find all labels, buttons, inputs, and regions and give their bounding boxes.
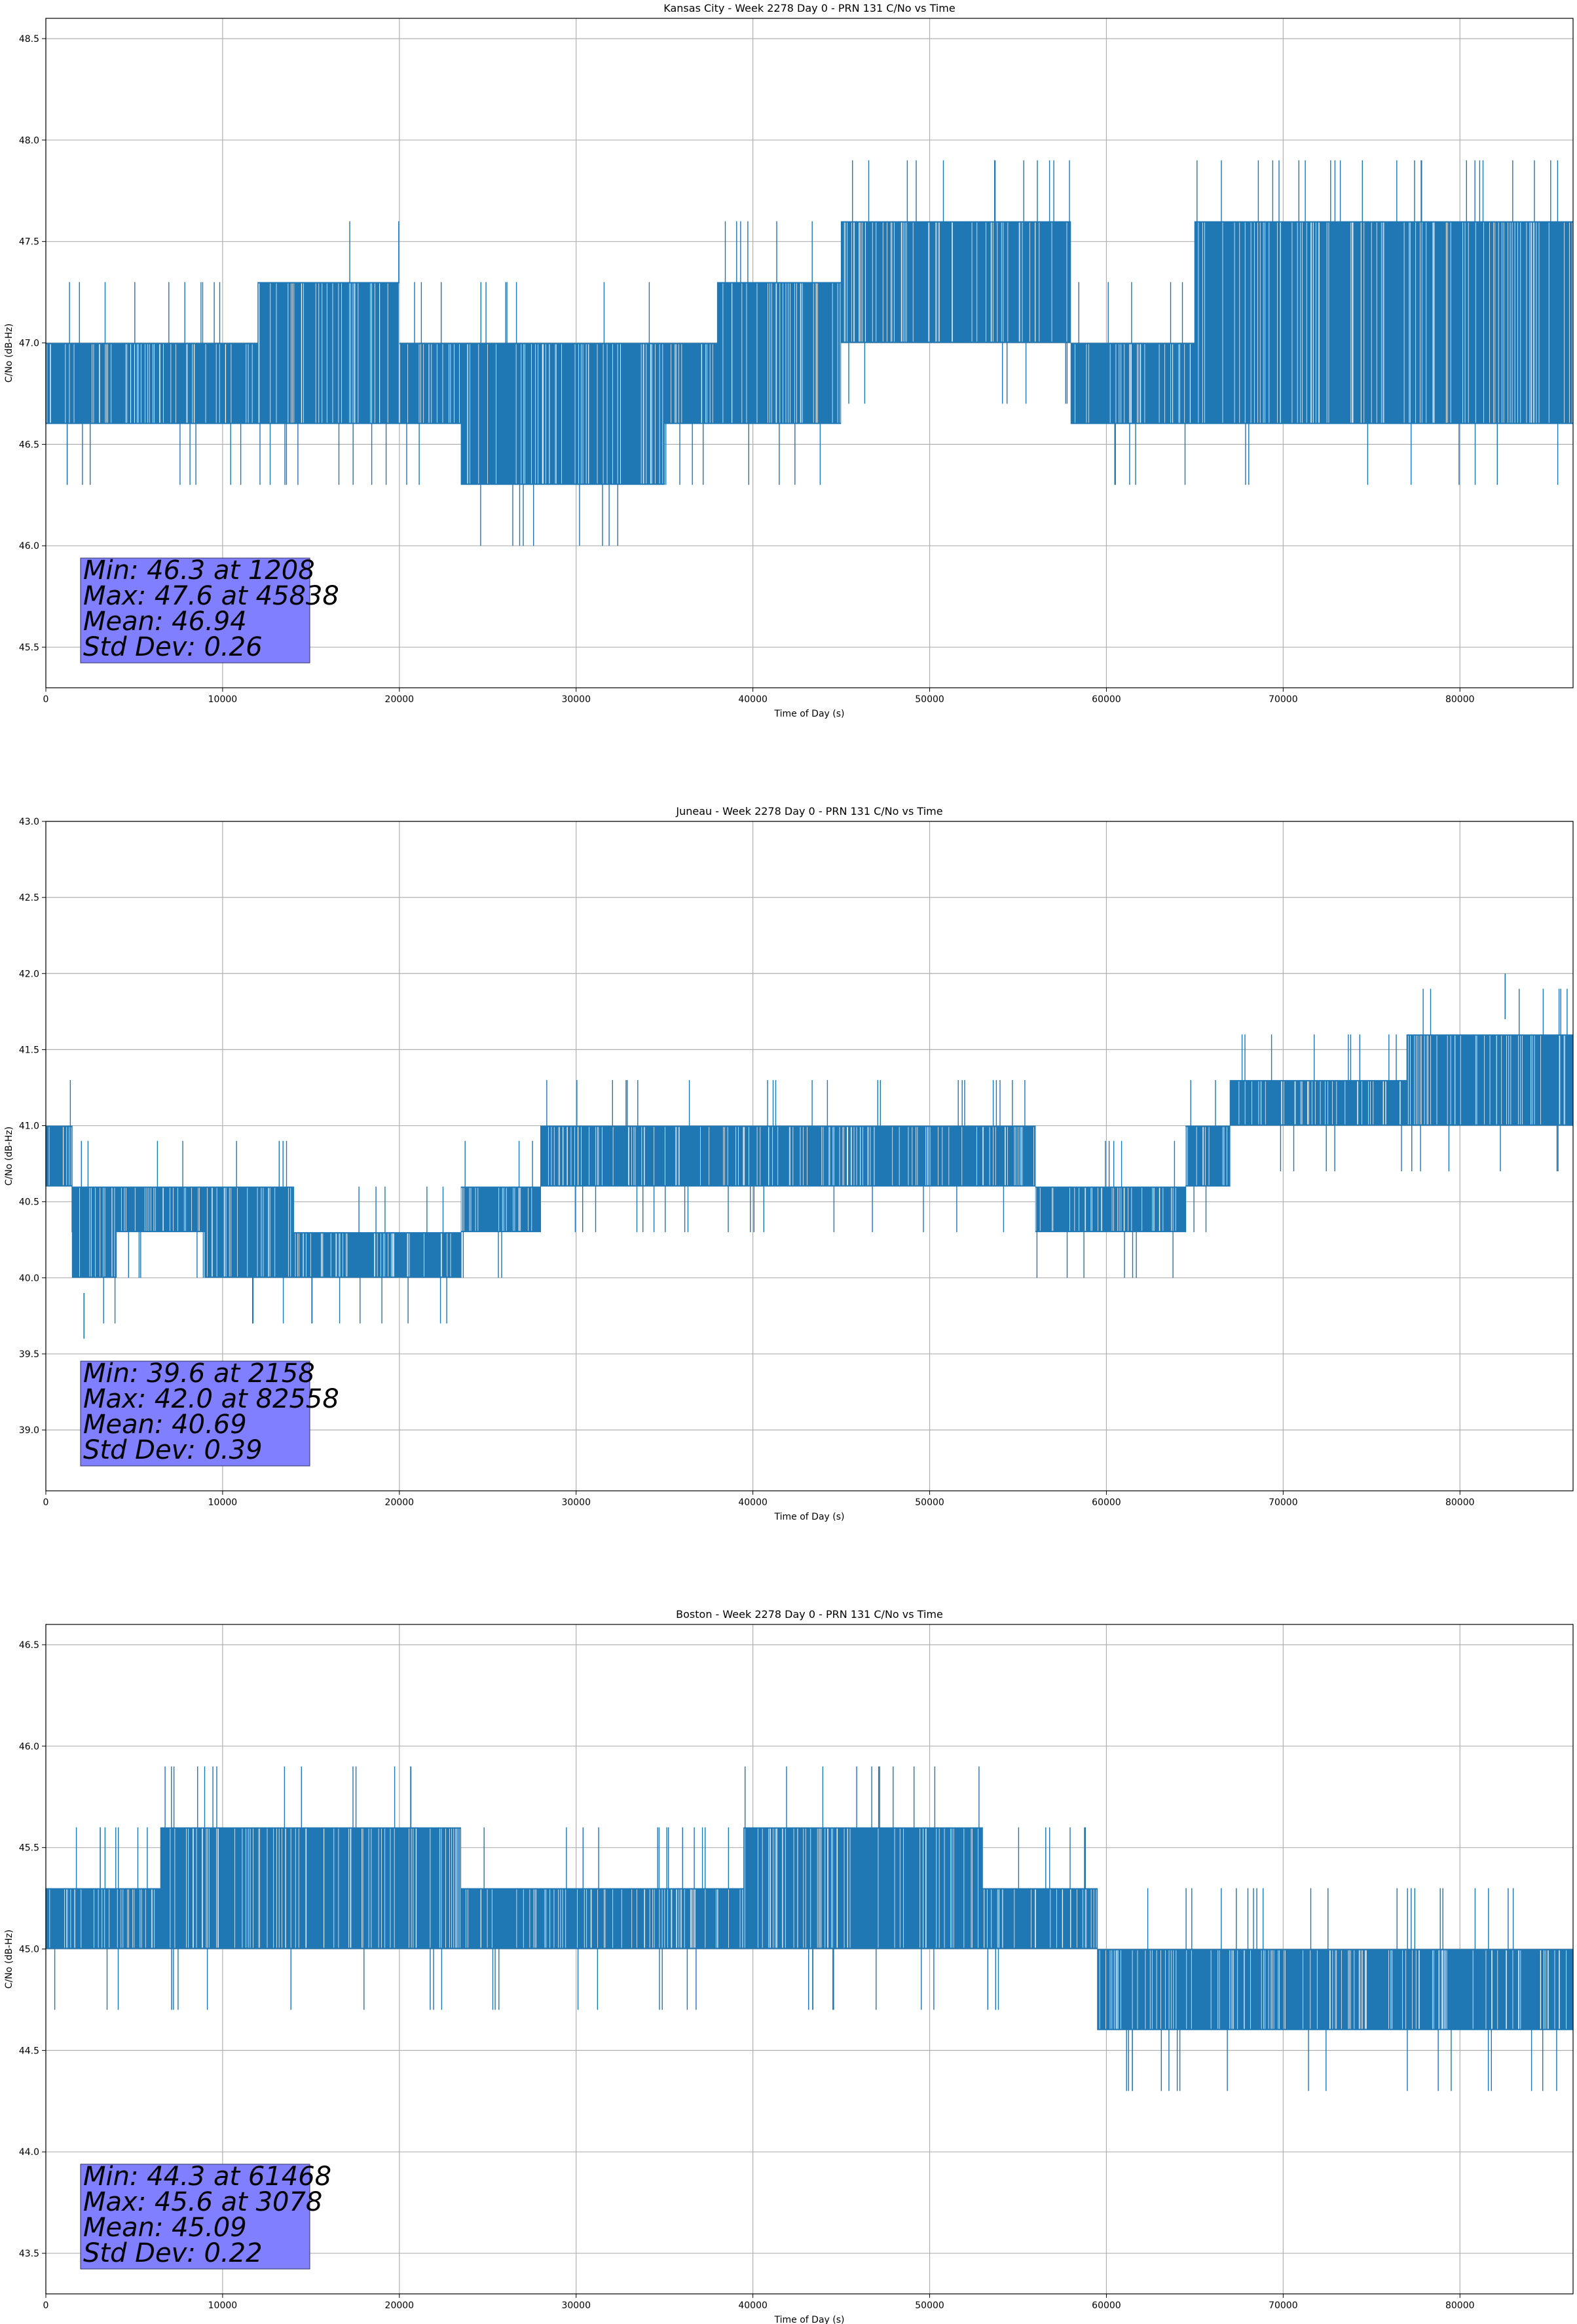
y-tick-label: 41.0: [19, 1121, 39, 1132]
x-tick-label: 70000: [1269, 694, 1298, 705]
x-tick-label: 60000: [1092, 2300, 1121, 2311]
y-tick-label: 40.5: [19, 1197, 39, 1208]
y-tick-label: 40.0: [19, 1273, 39, 1284]
x-tick-label: 70000: [1269, 1497, 1298, 1508]
stats-line: Min: 46.3 at 1208: [83, 555, 315, 586]
y-tick-label: 42.0: [19, 969, 39, 979]
stats-line: Std Dev: 0.26: [83, 632, 263, 662]
y-tick-label: 44.0: [19, 2147, 39, 2158]
x-tick-label: 40000: [738, 694, 768, 705]
stats-line: Min: 39.6 at 2158: [83, 1359, 315, 1389]
x-tick-label: 0: [43, 694, 49, 705]
stats-box-background: [80, 557, 310, 664]
data-series-line: [45, 160, 1574, 546]
stats-box-background: [80, 1360, 310, 1467]
y-tick-label: 46.0: [19, 541, 39, 552]
y-tick-label: 43.0: [19, 817, 39, 827]
x-tick-label: 80000: [1445, 694, 1475, 705]
x-tick-label: 60000: [1092, 694, 1121, 705]
x-tick-label: 20000: [385, 694, 415, 705]
stats-line: Max: 47.6 at 45838: [83, 581, 339, 611]
stats-line: Min: 44.3 at 61468: [83, 2162, 331, 2192]
stats-line: Mean: 45.09: [83, 2213, 247, 2243]
x-tick-label: 40000: [738, 1497, 768, 1508]
y-tick-label: 46.5: [19, 440, 39, 450]
x-tick-label: 70000: [1269, 2300, 1298, 2311]
chart-title: Boston - Week 2278 Day 0 - PRN 131 C/No …: [676, 1608, 943, 1621]
x-tick-label: 10000: [208, 694, 238, 705]
x-tick-label: 20000: [385, 1497, 415, 1508]
y-tick-label: 46.5: [19, 1640, 39, 1651]
y-tick-label: 47.5: [19, 237, 39, 248]
stats-line: Max: 45.6 at 3078: [83, 2187, 322, 2217]
x-tick-label: 0: [43, 2300, 49, 2311]
x-tick-label: 80000: [1445, 1497, 1475, 1508]
x-tick-label: 80000: [1445, 2300, 1475, 2311]
y-tick-label: 39.5: [19, 1349, 39, 1360]
x-tick-label: 30000: [561, 1497, 591, 1508]
y-tick-label: 43.5: [19, 2249, 39, 2259]
stats-line: Mean: 40.69: [83, 1410, 247, 1440]
x-tick-label: 40000: [738, 2300, 768, 2311]
x-tick-label: 30000: [561, 694, 591, 705]
x-tick-label: 60000: [1092, 1497, 1121, 1508]
chart-panel-0: Kansas City - Week 2278 Day 0 - PRN 131 …: [4, 2, 1574, 719]
y-tick-label: 48.5: [19, 34, 39, 45]
axes-frame: [45, 18, 1574, 688]
y-tick-label: 45.0: [19, 1945, 39, 1955]
y-tick-label: 45.5: [19, 643, 39, 653]
stats-box-background: [80, 2164, 310, 2270]
chart-panel-1: Juneau - Week 2278 Day 0 - PRN 131 C/No …: [4, 805, 1574, 1522]
y-axis-label: C/No (dB-Hz): [4, 1930, 14, 1989]
y-tick-label: 45.5: [19, 1843, 39, 1854]
data-series-line: [45, 1766, 1574, 2091]
y-axis-label: C/No (dB-Hz): [4, 324, 14, 383]
chart-title: Kansas City - Week 2278 Day 0 - PRN 131 …: [663, 2, 955, 14]
y-tick-label: 46.0: [19, 1742, 39, 1752]
y-tick-label: 39.0: [19, 1425, 39, 1436]
y-tick-label: 42.5: [19, 893, 39, 903]
x-tick-label: 50000: [915, 2300, 944, 2311]
y-tick-label: 47.0: [19, 339, 39, 349]
y-tick-label: 41.5: [19, 1045, 39, 1055]
chart-panel-2: Boston - Week 2278 Day 0 - PRN 131 C/No …: [4, 1608, 1574, 2324]
x-tick-label: 30000: [561, 2300, 591, 2311]
axes-frame: [45, 1624, 1574, 2295]
y-axis-label: C/No (dB-Hz): [4, 1127, 14, 1186]
stats-line: Mean: 46.94: [83, 607, 247, 637]
x-axis-label: Time of Day (s): [774, 1512, 845, 1522]
chart-title: Juneau - Week 2278 Day 0 - PRN 131 C/No …: [675, 805, 942, 817]
x-tick-label: 10000: [208, 1497, 238, 1508]
stats-line: Max: 42.0 at 82558: [83, 1384, 339, 1414]
x-tick-label: 50000: [915, 1497, 944, 1508]
x-tick-label: 10000: [208, 2300, 238, 2311]
stats-line: Std Dev: 0.39: [83, 1435, 263, 1465]
y-tick-label: 44.5: [19, 2046, 39, 2056]
x-axis-label: Time of Day (s): [774, 2315, 845, 2324]
axes-frame: [45, 821, 1574, 1491]
x-axis-label: Time of Day (s): [774, 709, 845, 719]
stats-line: Std Dev: 0.22: [83, 2238, 263, 2268]
x-tick-label: 50000: [915, 694, 944, 705]
y-tick-label: 48.0: [19, 136, 39, 146]
x-tick-label: 0: [43, 1497, 49, 1508]
x-tick-label: 20000: [385, 2300, 415, 2311]
